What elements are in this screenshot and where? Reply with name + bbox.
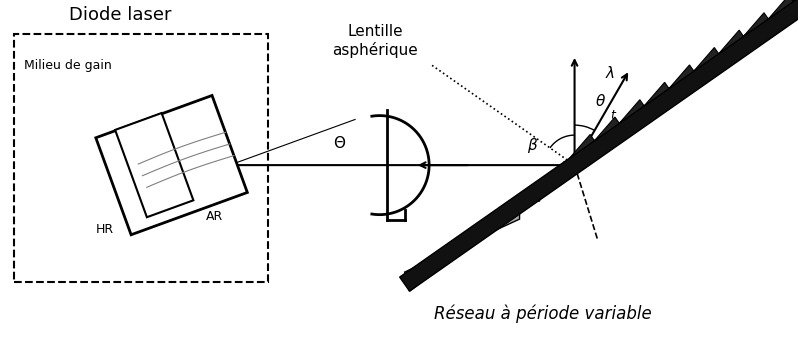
- Text: $\beta$: $\beta$: [527, 136, 538, 154]
- Text: $\Theta$: $\Theta$: [333, 135, 346, 151]
- Polygon shape: [96, 96, 247, 235]
- Text: Lentille
asphérique: Lentille asphérique: [332, 24, 418, 58]
- Polygon shape: [405, 165, 575, 291]
- Polygon shape: [570, 0, 798, 158]
- Polygon shape: [115, 113, 193, 217]
- Text: HR: HR: [96, 223, 114, 236]
- Text: Diode laser: Diode laser: [69, 6, 172, 24]
- Text: t: t: [610, 109, 615, 122]
- Text: $\theta$: $\theta$: [595, 93, 606, 109]
- Polygon shape: [400, 0, 798, 291]
- Text: AR: AR: [206, 210, 223, 223]
- Text: Réseau à période variable: Réseau à période variable: [434, 305, 651, 323]
- Text: $\lambda$: $\lambda$: [605, 65, 615, 81]
- Text: Milieu de gain: Milieu de gain: [24, 59, 112, 72]
